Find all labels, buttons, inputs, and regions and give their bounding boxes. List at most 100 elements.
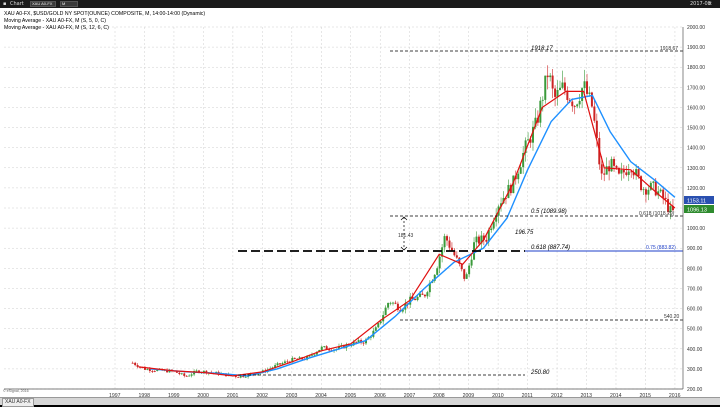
candle-body: [490, 228, 493, 231]
x-tick-label: 1997: [109, 393, 121, 397]
candle-body: [448, 240, 451, 248]
candle-body: [595, 120, 598, 139]
candle-body: [583, 81, 586, 89]
x-tick-label: 2014: [610, 393, 622, 397]
y-tick-label: 1000.00: [687, 226, 705, 232]
y-tick-label: 1900.00: [687, 45, 705, 51]
candle-body: [605, 166, 608, 175]
candle-body: [544, 75, 547, 100]
candle-body: [527, 139, 530, 141]
y-tick-label: 900.00: [687, 246, 703, 252]
candle-body: [620, 169, 623, 174]
candle-body: [286, 361, 289, 363]
symbol-box[interactable]: XAU A0-FX: [30, 1, 56, 7]
candle-body: [237, 376, 240, 378]
x-tick-label: 2013: [581, 393, 593, 397]
x-tick-label: 2001: [227, 393, 239, 397]
fib618-right-label: 0.618 (1018.29): [639, 211, 675, 217]
x-tick-label: 2009: [463, 393, 475, 397]
candle-body: [362, 342, 365, 344]
candle-body: [512, 175, 515, 194]
x-tick-label: 2008: [433, 393, 445, 397]
candle-body: [588, 92, 591, 94]
x-tick-label: 2002: [256, 393, 268, 397]
x-tick-label: 2016: [669, 393, 681, 397]
candle-body: [175, 371, 178, 373]
candle-body: [234, 375, 237, 377]
chart-title: XAU A0-FX, $USD/GOLD NY SPOT(OUNCE) COMP…: [4, 11, 205, 17]
candle-body: [436, 268, 439, 275]
window-toolbar: ▪ Chart XAU A0-FX M 2017-08 ×: [0, 0, 720, 8]
candle-body: [541, 99, 544, 101]
candle-body: [504, 197, 507, 199]
candle-body: [546, 75, 549, 78]
price-chart[interactable]: 1918.17 1918.67 0.5 (1089.98) 0.618 (101…: [0, 8, 720, 399]
legend: XAU A0-FX, $USD/GOLD NY SPOT(OUNCE) COMP…: [3, 11, 205, 393]
candle-body: [647, 189, 650, 195]
candle-body: [183, 373, 186, 376]
candle-body: [384, 307, 387, 316]
copyright: © eSignal, 2016: [3, 389, 29, 393]
candle-body: [293, 357, 296, 359]
y-tick-label: 1800.00: [687, 65, 705, 71]
candle-body: [242, 375, 245, 377]
candle-body: [593, 106, 596, 121]
high-right-label: 1918.67: [660, 46, 678, 52]
y-tick-label: 700.00: [687, 286, 703, 292]
candle-body: [482, 235, 485, 240]
candle-body: [576, 104, 579, 107]
candle-body: [315, 352, 318, 355]
candle-body: [323, 346, 326, 348]
y-tick-label: 300.00: [687, 367, 703, 373]
candle-body: [313, 354, 316, 356]
candle-body: [374, 327, 377, 331]
candle-body: [480, 235, 483, 244]
x-tick-label: 2015: [639, 393, 651, 397]
candle-body: [450, 247, 453, 251]
interval-box[interactable]: M: [60, 1, 78, 7]
candle-body: [215, 371, 218, 373]
candle-body: [325, 346, 328, 350]
candle-body: [627, 171, 630, 175]
x-tick-label: 2005: [345, 393, 357, 397]
x-tick-label: 2011: [522, 393, 533, 397]
x-tick-label: 2003: [286, 393, 298, 397]
candle-body: [433, 274, 436, 281]
y-tick-label: 400.00: [687, 347, 703, 353]
low-label: 250.80: [530, 370, 550, 376]
candle-body: [379, 321, 382, 324]
y-tick-label: 1700.00: [687, 85, 705, 91]
candle-body: [664, 197, 667, 200]
last-price-box: 1096.13: [687, 208, 707, 214]
candle-body: [558, 87, 561, 91]
candle-body: [470, 259, 473, 266]
candle-body: [446, 236, 449, 241]
x-tick-label: 2010: [492, 393, 504, 397]
candle-body: [355, 341, 358, 343]
candle-body: [190, 374, 193, 376]
ma-legend-1: Moving Average - XAU A0-FX, M (S, 5, 0, …: [4, 18, 106, 24]
symbol-tab[interactable]: XAU A0-FX: [2, 398, 34, 407]
candle-body: [637, 169, 640, 177]
time-readout: 2017-08: [690, 1, 711, 7]
candle-body: [387, 303, 390, 308]
price-boxes: 1153.11 1096.13: [684, 196, 714, 214]
candle-body: [281, 363, 284, 365]
x-tick-label: 2007: [404, 393, 416, 397]
close-icon[interactable]: ×: [708, 1, 713, 7]
candle-body: [136, 365, 139, 367]
candle-body: [401, 309, 404, 312]
candle-body: [453, 250, 456, 256]
candle-body: [148, 369, 151, 371]
candle-body: [551, 75, 554, 89]
chart-icon: ▪: [3, 1, 7, 7]
candle-body: [652, 181, 655, 183]
candle-body: [630, 171, 633, 173]
x-tick-label: 1998: [138, 393, 150, 397]
candle-body: [509, 184, 512, 194]
candle-body: [131, 362, 134, 364]
candles: [131, 65, 674, 379]
candle-body: [143, 367, 146, 370]
candle-body: [600, 164, 603, 174]
candle-body: [477, 236, 480, 244]
